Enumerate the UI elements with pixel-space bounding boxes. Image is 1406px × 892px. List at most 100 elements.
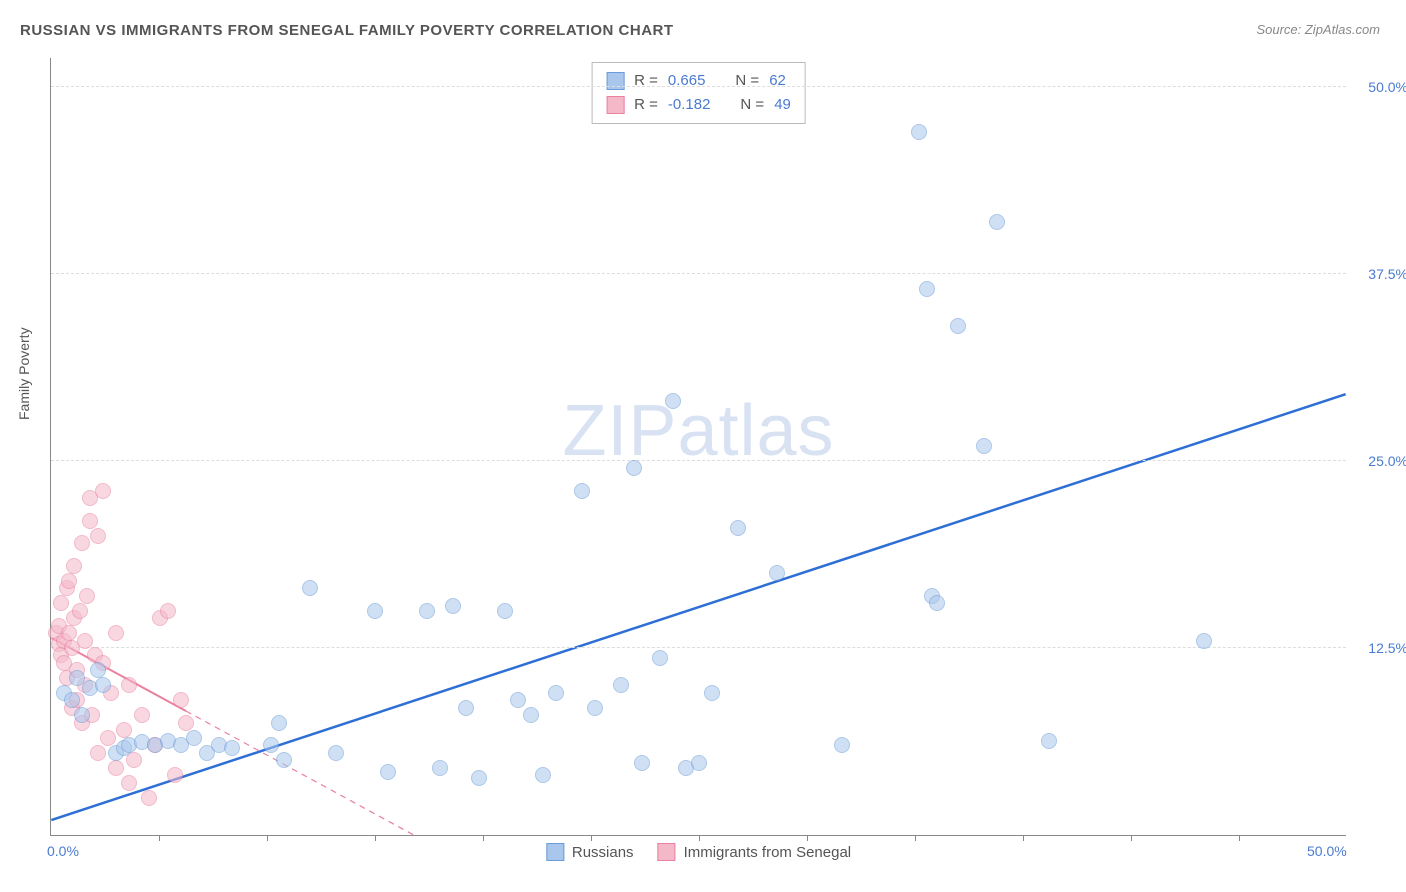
russians-point	[90, 662, 106, 678]
legend-row-russians: R = 0.665 N = 62	[606, 69, 791, 93]
n-label: N =	[735, 69, 759, 93]
legend-label-senegal: Immigrants from Senegal	[684, 844, 852, 861]
series-legend: Russians Immigrants from Senegal	[546, 843, 851, 861]
senegal-point	[116, 722, 132, 738]
source-attribution: Source: ZipAtlas.com	[1256, 22, 1380, 37]
russians-point	[691, 755, 707, 771]
y-tick-label: 37.5%	[1368, 266, 1406, 282]
russians-point	[380, 764, 396, 780]
gridline	[51, 86, 1346, 87]
x-minor-tick	[699, 835, 700, 841]
russians-point	[445, 598, 461, 614]
senegal-point	[74, 535, 90, 551]
x-minor-tick	[1131, 835, 1132, 841]
senegal-point	[77, 633, 93, 649]
senegal-point	[61, 625, 77, 641]
x-tick-label: 50.0%	[1307, 843, 1347, 859]
gridline	[51, 647, 1346, 648]
russians-point	[510, 692, 526, 708]
n-value-senegal: 49	[774, 93, 791, 117]
russians-point	[271, 715, 287, 731]
russians-point	[497, 603, 513, 619]
russians-point	[587, 700, 603, 716]
russians-point	[523, 707, 539, 723]
russians-point	[665, 393, 681, 409]
senegal-point	[90, 745, 106, 761]
trend-lines	[51, 58, 1346, 835]
chart-title: RUSSIAN VS IMMIGRANTS FROM SENEGAL FAMIL…	[20, 22, 674, 39]
senegal-point	[79, 588, 95, 604]
russians-point	[74, 707, 90, 723]
russians-point	[471, 770, 487, 786]
n-value-russians: 62	[769, 69, 786, 93]
senegal-point	[100, 730, 116, 746]
russians-point	[432, 760, 448, 776]
x-minor-tick	[1023, 835, 1024, 841]
legend-label-russians: Russians	[572, 844, 634, 861]
senegal-point	[167, 767, 183, 783]
r-value-russians: 0.665	[668, 69, 706, 93]
r-label: R =	[634, 93, 658, 117]
r-value-senegal: -0.182	[668, 93, 711, 117]
x-minor-tick	[375, 835, 376, 841]
russians-point	[535, 767, 551, 783]
russians-point	[574, 483, 590, 499]
y-tick-label: 12.5%	[1368, 640, 1406, 656]
russians-point	[328, 745, 344, 761]
x-tick-label: 0.0%	[47, 843, 79, 859]
x-minor-tick	[159, 835, 160, 841]
senegal-point	[141, 790, 157, 806]
legend-item-senegal: Immigrants from Senegal	[658, 843, 852, 861]
legend-item-russians: Russians	[546, 843, 634, 861]
y-tick-label: 25.0%	[1368, 453, 1406, 469]
senegal-point	[121, 677, 137, 693]
russians-point	[367, 603, 383, 619]
russians-point	[1041, 733, 1057, 749]
senegal-point	[61, 573, 77, 589]
x-minor-tick	[915, 835, 916, 841]
senegal-point	[160, 603, 176, 619]
swatch-russians	[546, 843, 564, 861]
swatch-senegal	[658, 843, 676, 861]
senegal-point	[82, 513, 98, 529]
russians-point	[64, 692, 80, 708]
plot-area: ZIPatlas R = 0.665 N = 62 R = -0.182 N =…	[50, 58, 1346, 836]
russians-point	[976, 438, 992, 454]
senegal-point	[72, 603, 88, 619]
legend-row-senegal: R = -0.182 N = 49	[606, 93, 791, 117]
x-minor-tick	[267, 835, 268, 841]
russians-point	[263, 737, 279, 753]
x-minor-tick	[807, 835, 808, 841]
russians-point	[929, 595, 945, 611]
russians-point	[224, 740, 240, 756]
correlation-legend: R = 0.665 N = 62 R = -0.182 N = 49	[591, 62, 806, 124]
watermark-zip: ZIP	[562, 391, 677, 471]
russians-point	[302, 580, 318, 596]
swatch-senegal	[606, 96, 624, 114]
senegal-point	[108, 625, 124, 641]
russians-point	[704, 685, 720, 701]
russians-point	[769, 565, 785, 581]
x-minor-tick	[591, 835, 592, 841]
y-axis-label: Family Poverty	[16, 327, 32, 420]
russians-point	[419, 603, 435, 619]
russians-point	[652, 650, 668, 666]
russians-point	[950, 318, 966, 334]
russians-point	[548, 685, 564, 701]
russians-point	[634, 755, 650, 771]
senegal-point	[90, 528, 106, 544]
russians-point	[458, 700, 474, 716]
russians-point	[1196, 633, 1212, 649]
russians-point	[276, 752, 292, 768]
russians-point	[834, 737, 850, 753]
swatch-russians	[606, 72, 624, 90]
x-minor-tick	[1239, 835, 1240, 841]
senegal-point	[108, 760, 124, 776]
senegal-point	[121, 775, 137, 791]
russians-point	[911, 124, 927, 140]
russians-point	[919, 281, 935, 297]
gridline	[51, 273, 1346, 274]
senegal-point	[53, 595, 69, 611]
senegal-point	[95, 483, 111, 499]
russians-point	[95, 677, 111, 693]
